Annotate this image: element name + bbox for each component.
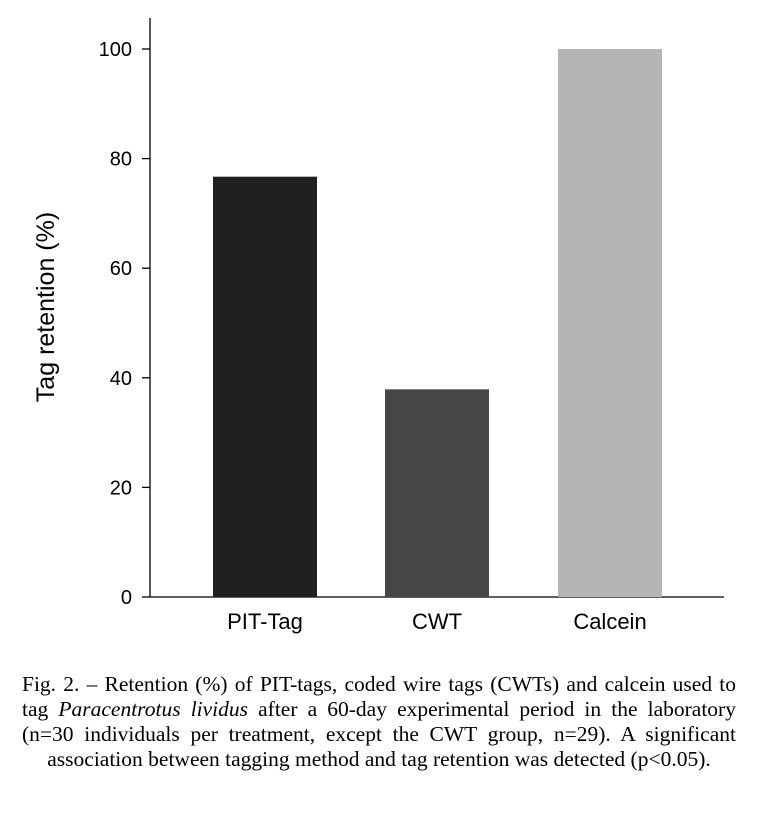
y-tick-label: 60	[110, 258, 132, 280]
y-tick-label: 100	[99, 39, 132, 61]
y-axis	[142, 18, 151, 598]
caption-text-part1: Fig. 2. – Retention (%) of PIT-tags, cod…	[22, 672, 736, 721]
bar-calcein	[558, 49, 662, 597]
bar-cwt	[385, 389, 489, 597]
y-tick-label: 80	[110, 149, 132, 171]
x-category-label: PIT-Tag	[227, 609, 303, 634]
x-category-labels: PIT-Tag CWT Calcein	[227, 609, 647, 634]
y-tick-label: 40	[110, 368, 132, 390]
bar-pit-tag	[213, 176, 317, 597]
y-tick-labels: 0 20 40 60 80 100	[99, 39, 132, 609]
figure-caption: Fig. 2. – Retention (%) of PIT-tags, cod…	[22, 672, 736, 772]
bars	[213, 49, 662, 597]
y-tick-label: 0	[121, 587, 132, 609]
x-category-label: CWT	[412, 609, 462, 634]
bar-chart: 0 20 40 60 80 100 PIT-Tag CWT Calcein Tag reten…	[32, 18, 724, 634]
caption-text-part2: after a 60-day experimental period in th…	[22, 697, 736, 771]
y-axis-label: Tag retention (%)	[32, 212, 60, 402]
x-category-label: Calcein	[573, 609, 646, 634]
y-tick-label: 20	[110, 477, 132, 499]
caption-species-name: Paracentrotus lividus	[58, 697, 249, 721]
